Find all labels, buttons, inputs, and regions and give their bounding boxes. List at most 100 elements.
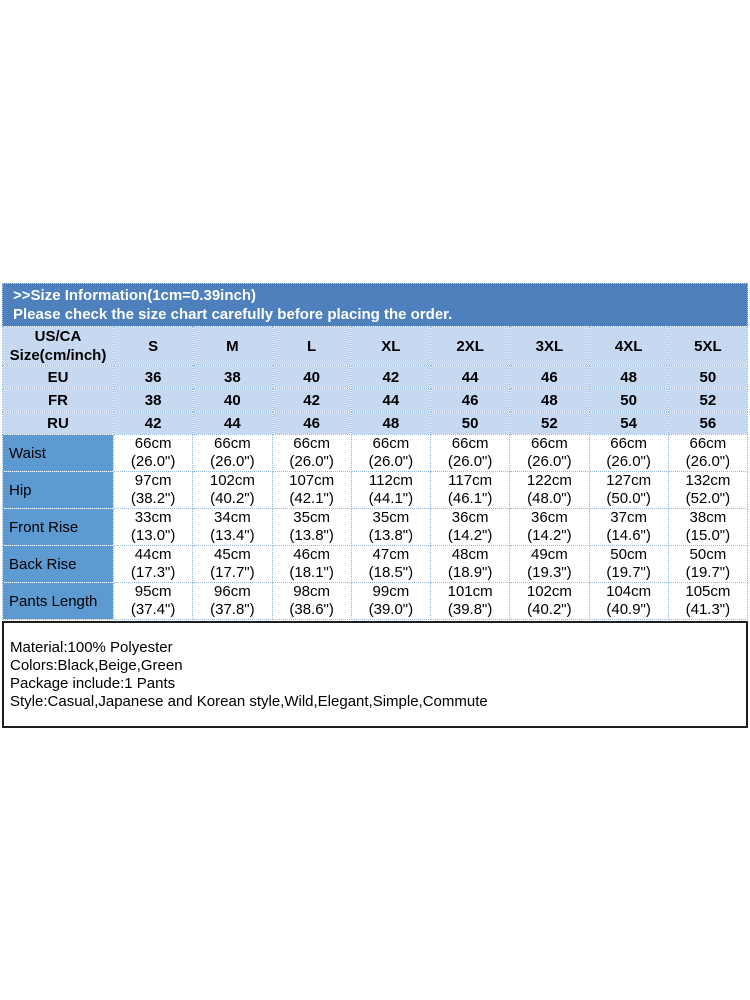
size-row-fr: FR 38 40 42 44 46 48 50 52 xyxy=(2,388,749,412)
size-cell: 48 xyxy=(509,388,590,412)
size-cell: 40 xyxy=(271,365,352,389)
measure-cell: 122cm (48.0") xyxy=(509,471,590,509)
size-cell: 50 xyxy=(429,411,511,435)
measure-cell: 66cm (26.0") xyxy=(429,434,511,472)
measure-cell: 107cm (42.1") xyxy=(271,471,352,509)
row-label-eu: EU xyxy=(2,365,114,389)
measure-cell: 66cm (26.0") xyxy=(509,434,590,472)
measure-cell: 117cm (46.1") xyxy=(429,471,511,509)
measure-cell: 66cm (26.0") xyxy=(271,434,352,472)
detail-line-package: Package include:1 Pants xyxy=(10,675,176,692)
measure-cell: 45cm (17.7") xyxy=(192,545,273,583)
size-column-header-3xl: 3XL xyxy=(509,326,590,366)
size-cell: 42 xyxy=(112,411,194,435)
detail-line-colors: Colors:Black,Beige,Green xyxy=(10,657,183,674)
detail-line-material: Material:100% Polyester xyxy=(10,639,173,656)
row-label-front-rise: Front Rise xyxy=(2,508,114,546)
size-column-header-l: L xyxy=(271,326,352,366)
size-cell: 50 xyxy=(588,388,669,412)
measure-cell: 66cm (26.0") xyxy=(588,434,669,472)
banner-title: >>Size Information(1cm=0.39inch) xyxy=(13,287,256,304)
measure-cell: 66cm (26.0") xyxy=(192,434,273,472)
size-cell: 42 xyxy=(271,388,352,412)
measure-cell: 49cm (19.3") xyxy=(509,545,590,583)
measure-cell: 101cm (39.8") xyxy=(429,582,511,620)
measure-cell: 132cm (52.0") xyxy=(667,471,749,509)
size-cell: 48 xyxy=(350,411,432,435)
detail-line-style: Style:Casual,Japanese and Korean style,W… xyxy=(10,693,488,710)
size-cell: 46 xyxy=(429,388,511,412)
measure-cell: 36cm (14.2") xyxy=(429,508,511,546)
measure-cell: 102cm (40.2") xyxy=(192,471,273,509)
banner-subtitle: Please check the size chart carefully be… xyxy=(13,306,453,323)
size-column-header-m: M xyxy=(192,326,273,366)
measure-cell: 98cm (38.6") xyxy=(271,582,352,620)
size-cell: 44 xyxy=(429,365,511,389)
size-cell: 42 xyxy=(350,365,432,389)
measure-cell: 66cm (26.0") xyxy=(667,434,749,472)
size-cell: 44 xyxy=(192,411,273,435)
measure-cell: 46cm (18.1") xyxy=(271,545,352,583)
size-cell: 36 xyxy=(112,365,194,389)
size-chart-table: US/CA Size(cm/inch) S M L XL 2XL 3XL 4XL… xyxy=(2,326,749,620)
size-cell: 40 xyxy=(192,388,273,412)
measure-cell: 35cm (13.8") xyxy=(350,508,432,546)
row-label-hip: Hip xyxy=(2,471,114,509)
measure-cell: 35cm (13.8") xyxy=(271,508,352,546)
measure-cell: 97cm (38.2") xyxy=(112,471,194,509)
size-cell: 52 xyxy=(509,411,590,435)
measure-cell: 102cm (40.2") xyxy=(509,582,590,620)
measure-cell: 33cm (13.0") xyxy=(112,508,194,546)
measure-cell: 96cm (37.8") xyxy=(192,582,273,620)
measure-cell: 99cm (39.0") xyxy=(350,582,432,620)
measure-cell: 104cm (40.9") xyxy=(588,582,669,620)
size-cell: 52 xyxy=(667,388,749,412)
measure-cell: 66cm (26.0") xyxy=(112,434,194,472)
measure-cell: 38cm (15.0") xyxy=(667,508,749,546)
measure-cell: 48cm (18.9") xyxy=(429,545,511,583)
measure-cell: 37cm (14.6") xyxy=(588,508,669,546)
size-cell: 56 xyxy=(667,411,749,435)
measure-cell: 112cm (44.1") xyxy=(350,471,432,509)
size-row-pants-length: Pants Length 95cm (37.4") 96cm (37.8") 9… xyxy=(2,582,749,620)
row-label-waist: Waist xyxy=(2,434,114,472)
measure-cell: 105cm (41.3") xyxy=(667,582,749,620)
row-label-pants-length: Pants Length xyxy=(2,582,114,620)
size-cell: 38 xyxy=(192,365,273,389)
measure-cell: 44cm (17.3") xyxy=(112,545,194,583)
size-row-eu: EU 36 38 40 42 44 46 48 50 xyxy=(2,365,749,389)
size-cell: 44 xyxy=(350,388,432,412)
size-row-front-rise: Front Rise 33cm (13.0") 34cm (13.4") 35c… xyxy=(2,508,749,546)
size-row-hip: Hip 97cm (38.2") 102cm (40.2") 107cm (42… xyxy=(2,471,749,509)
measure-cell: 50cm (19.7") xyxy=(588,545,669,583)
size-column-header-2xl: 2XL xyxy=(429,326,511,366)
measure-cell: 50cm (19.7") xyxy=(667,545,749,583)
row-label-ru: RU xyxy=(2,411,114,435)
row-label-back-rise: Back Rise xyxy=(2,545,114,583)
size-row-back-rise: Back Rise 44cm (17.3") 45cm (17.7") 46cm… xyxy=(2,545,749,583)
measure-cell: 66cm (26.0") xyxy=(350,434,432,472)
measure-cell: 34cm (13.4") xyxy=(192,508,273,546)
measure-cell: 47cm (18.5") xyxy=(350,545,432,583)
size-cell: 46 xyxy=(271,411,352,435)
size-cell: 48 xyxy=(588,365,669,389)
row-label-fr: FR xyxy=(2,388,114,412)
measure-cell: 95cm (37.4") xyxy=(112,582,194,620)
size-column-header-s: S xyxy=(112,326,194,366)
size-row-waist: Waist 66cm (26.0") 66cm (26.0") 66cm (26… xyxy=(2,434,749,472)
size-info-section: >>Size Information(1cm=0.39inch) Please … xyxy=(2,283,749,728)
size-column-header-4xl: 4XL xyxy=(588,326,669,366)
size-column-header-xl: XL xyxy=(350,326,432,366)
measure-cell: 127cm (50.0") xyxy=(588,471,669,509)
measure-cell: 36cm (14.2") xyxy=(509,508,590,546)
size-info-banner: >>Size Information(1cm=0.39inch) Please … xyxy=(2,283,748,326)
size-cell: 54 xyxy=(588,411,669,435)
size-cell: 38 xyxy=(112,388,194,412)
corner-header-cell: US/CA Size(cm/inch) xyxy=(2,326,114,366)
size-row-ru: RU 42 44 46 48 50 52 54 56 xyxy=(2,411,749,435)
size-cell: 50 xyxy=(667,365,749,389)
size-cell: 46 xyxy=(509,365,590,389)
size-column-header-5xl: 5XL xyxy=(667,326,749,366)
size-header-row: US/CA Size(cm/inch) S M L XL 2XL 3XL 4XL… xyxy=(2,326,749,366)
